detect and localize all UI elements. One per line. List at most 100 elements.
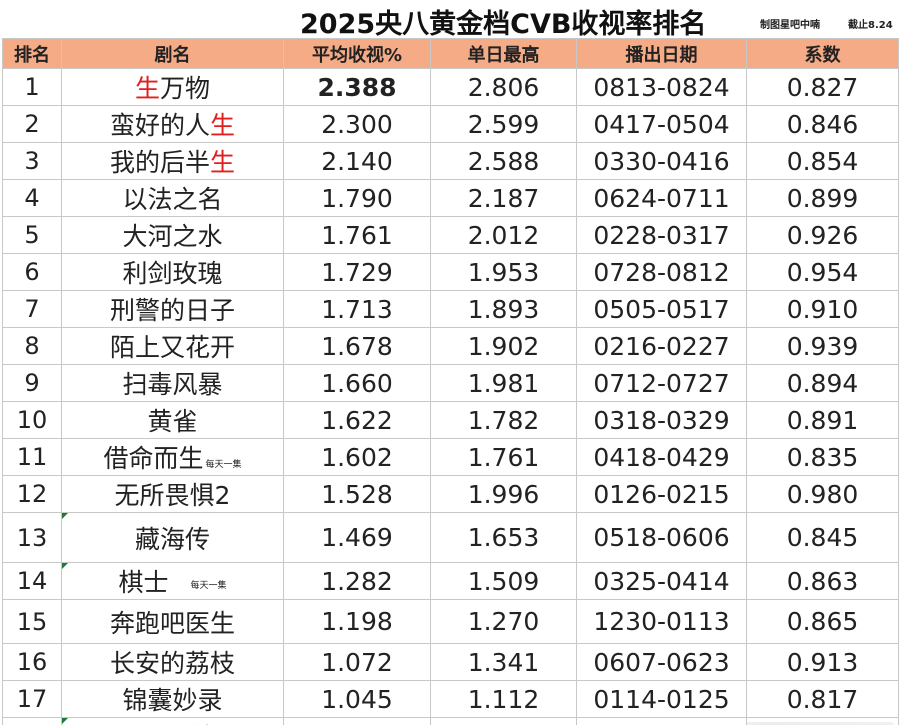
coefficient-cell: 0.980 xyxy=(746,475,899,513)
rank-cell: 14 xyxy=(2,562,62,600)
air-dates-cell: 0330-0416 xyxy=(576,142,747,180)
peak-rating-cell: 1.761 xyxy=(430,438,577,476)
peak-rating-cell: 2.599 xyxy=(430,105,577,143)
drama-name-cell: 陌上又花开 xyxy=(61,327,284,365)
table-row: 2 蛮好的人生 2.300 2.599 0417-0504 0.846 xyxy=(2,105,899,143)
table-row: 16 长安的荔枝 1.072 1.341 0607-0623 0.913 xyxy=(2,643,899,681)
rank-cell: 1 xyxy=(2,68,62,106)
coefficient-cell: 0.865 xyxy=(746,599,899,644)
table-row: 1 生万物 2.388 2.806 0813-0824 0.827 xyxy=(2,68,899,106)
coefficient-cell: 0.817 xyxy=(746,680,899,718)
avg-rating-cell: 0.897 xyxy=(283,717,431,725)
avg-rating-cell: 2.140 xyxy=(283,142,431,180)
air-dates-cell: 0325-0414 xyxy=(576,562,747,600)
avg-rating-cell: 1.622 xyxy=(283,401,431,439)
peak-rating-cell: 1.953 xyxy=(430,253,577,291)
avg-rating-cell: 1.282 xyxy=(283,562,431,600)
coefficient-cell xyxy=(746,717,899,725)
drama-name: 长安的荔枝 xyxy=(109,649,235,678)
drama-name-highlight: 生 xyxy=(134,74,160,103)
col-header-coef[interactable]: 系数 xyxy=(746,38,899,69)
drama-name: 以法之名 xyxy=(122,185,223,214)
rank-cell: 3 xyxy=(2,142,62,180)
avg-rating-cell: 1.602 xyxy=(283,438,431,476)
drama-name: 棋士 xyxy=(118,568,169,597)
peak-rating-cell: 2.012 xyxy=(430,216,577,254)
table-row: 17 锦囊妙录 1.045 1.112 0114-0125 0.817 xyxy=(2,680,899,718)
table-row: 4 以法之名 1.790 2.187 0624-0711 0.899 xyxy=(2,179,899,217)
rank-cell: 11 xyxy=(2,438,62,476)
rank-cell: 8 xyxy=(2,327,62,365)
col-header-peak[interactable]: 单日最高 xyxy=(430,38,577,69)
peak-rating-cell: 2.187 xyxy=(430,179,577,217)
drama-name-cell: 利剑玫瑰 xyxy=(61,253,284,291)
col-header-dates[interactable]: 播出日期 xyxy=(576,38,747,69)
drama-name-cell: 奔跑吧医生 xyxy=(61,599,284,644)
drama-name: 无所畏惧2 xyxy=(114,481,231,510)
rank-cell: 17 xyxy=(2,680,62,718)
coefficient-cell: 0.899 xyxy=(746,179,899,217)
credit-text: 制图星吧中喃 xyxy=(760,20,820,31)
air-dates-cell: 0216-0227 xyxy=(576,327,747,365)
avg-rating-cell: 2.388 xyxy=(283,68,431,106)
table-row: 6 利剑玫瑰 1.729 1.953 0728-0812 0.954 xyxy=(2,253,899,291)
avg-rating-cell: 1.713 xyxy=(283,290,431,328)
table-row: 12 无所畏惧2 1.528 1.996 0126-0215 0.980 xyxy=(2,475,899,513)
peak-rating-cell: 1.996 xyxy=(430,475,577,513)
coefficient-cell: 0.827 xyxy=(746,68,899,106)
drama-name-cell: 以法之名 xyxy=(61,179,284,217)
rank-cell: 15 xyxy=(2,599,62,644)
table-row: 8 陌上又花开 1.678 1.902 0216-0227 0.939 xyxy=(2,327,899,365)
air-dates-cell: 0417-0504 xyxy=(576,105,747,143)
drama-name: 扫毒风暴 xyxy=(122,370,223,399)
avg-rating-cell: 1.072 xyxy=(283,643,431,681)
peak-rating-cell: 1.341 xyxy=(430,643,577,681)
peak-rating-cell: 1.893 xyxy=(430,290,577,328)
avg-rating-cell: 1.660 xyxy=(283,364,431,402)
air-dates-cell: 1230-0113 xyxy=(576,599,747,644)
col-header-name[interactable]: 剧名 xyxy=(61,38,284,69)
drama-name-cell: 扫毒风暴 xyxy=(61,364,284,402)
peak-rating-cell: 1.509 xyxy=(430,562,577,600)
rank-cell: 12 xyxy=(2,475,62,513)
drama-name-highlight: 生 xyxy=(210,111,236,140)
air-dates-cell: 0728-0812 xyxy=(576,253,747,291)
drama-name-cell: 生万物 xyxy=(61,68,284,106)
rank-cell: 6 xyxy=(2,253,62,291)
drama-name: 利剑玫瑰 xyxy=(122,259,223,288)
avg-rating-cell: 1.678 xyxy=(283,327,431,365)
coefficient-cell: 0.854 xyxy=(746,142,899,180)
peak-rating-cell: 1.087 xyxy=(430,717,577,725)
rank-cell: 5 xyxy=(2,216,62,254)
drama-name-cell: 借命而生 每天一集 xyxy=(61,438,284,476)
ratings-table: 排名 剧名 平均收视% 单日最高 播出日期 系数 1 生万物 2.388 2.806 0… xyxy=(2,38,899,725)
avg-rating-cell: 1.790 xyxy=(283,179,431,217)
air-dates-cell: 0529-06 xyxy=(576,717,747,725)
drama-name-cell: 长安的荔枝 xyxy=(61,643,284,681)
coefficient-cell: 0.926 xyxy=(746,216,899,254)
drama-name: 藏海传 xyxy=(134,524,210,554)
avg-rating-cell: 1.198 xyxy=(283,599,431,644)
rank-cell: 4 xyxy=(2,179,62,217)
table-row: 13 藏海传 1.469 1.653 0518-0606 0.845 xyxy=(2,512,899,563)
title-bar: 2025央八黄金档CVB收视率排名 制图星吧中喃 截止8.24 xyxy=(0,0,902,40)
rank-cell: 18 xyxy=(2,717,62,725)
avg-rating-cell: 1.761 xyxy=(283,216,431,254)
peak-rating-cell: 2.806 xyxy=(430,68,577,106)
episode-note: 每天一集 xyxy=(190,580,227,591)
drama-name-cell: 蛮好的人生 xyxy=(61,105,284,143)
rank-cell: 13 xyxy=(2,512,62,563)
col-header-rank[interactable]: 排名 xyxy=(2,38,62,69)
drama-name-cell: 黄雀 xyxy=(61,401,284,439)
drama-name: 黄雀 xyxy=(147,407,198,436)
comment-marker xyxy=(62,563,68,569)
rank-cell: 10 xyxy=(2,401,62,439)
air-dates-cell: 0813-0824 xyxy=(576,68,747,106)
air-dates-cell: 0418-0429 xyxy=(576,438,747,476)
table-body: 1 生万物 2.388 2.806 0813-0824 0.827 2 蛮好的人生 2.300 2… xyxy=(2,68,899,725)
avg-rating-cell: 2.300 xyxy=(283,105,431,143)
coefficient-cell: 0.954 xyxy=(746,253,899,291)
avg-rating-cell: 1.469 xyxy=(283,512,431,563)
peak-rating-cell: 1.782 xyxy=(430,401,577,439)
col-header-avg[interactable]: 平均收视% xyxy=(283,38,431,69)
